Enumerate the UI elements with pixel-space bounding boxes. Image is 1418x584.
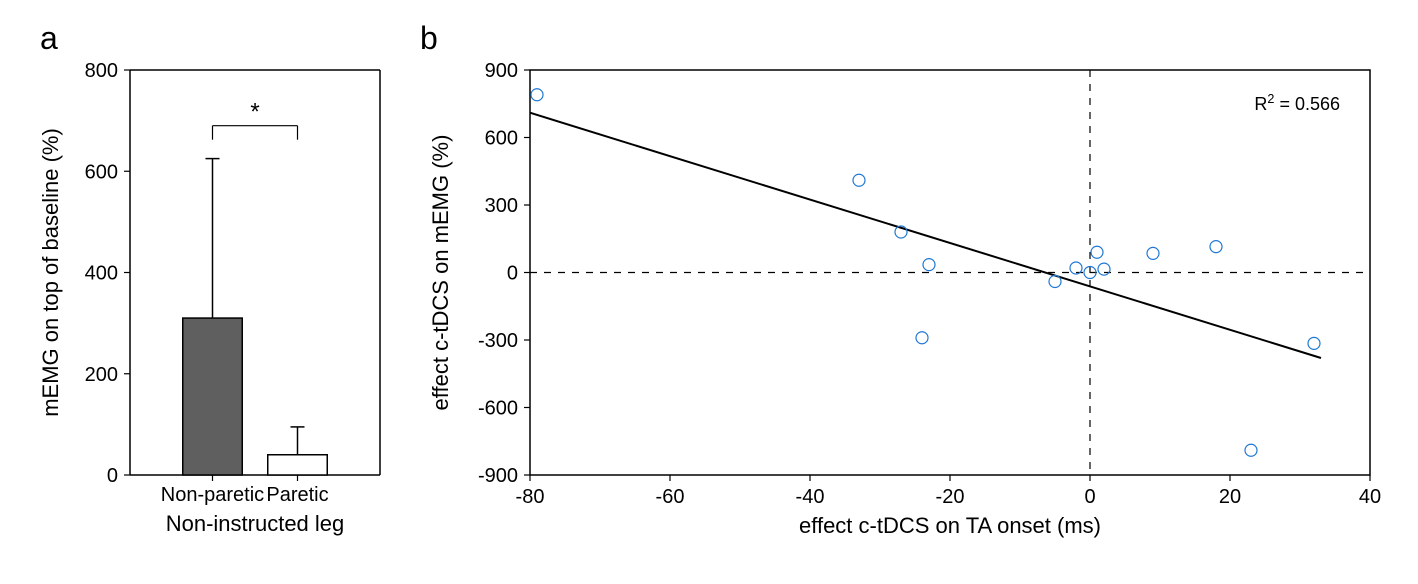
svg-text:-40: -40 xyxy=(796,486,825,508)
svg-text:Non-instructed leg: Non-instructed leg xyxy=(166,511,345,536)
svg-text:effect c-tDCS on mEMG (%): effect c-tDCS on mEMG (%) xyxy=(428,135,453,411)
svg-text:-20: -20 xyxy=(936,486,965,508)
svg-text:600: 600 xyxy=(85,161,118,183)
panel-b: b -900-600-3000300600900-80-60-40-200204… xyxy=(400,20,1398,564)
svg-text:600: 600 xyxy=(485,128,518,150)
svg-text:0: 0 xyxy=(1084,486,1095,508)
svg-text:mEMG on top of baseline (%): mEMG on top of baseline (%) xyxy=(38,128,63,417)
svg-text:Non-paretic: Non-paretic xyxy=(161,484,264,506)
svg-text:effect c-tDCS on TA onset (ms): effect c-tDCS on TA onset (ms) xyxy=(799,513,1101,538)
bar-chart: 0 200 400 600 800 mEMG on top of baseline (%)… xyxy=(20,20,400,564)
svg-text:-900: -900 xyxy=(478,465,518,487)
svg-text:300: 300 xyxy=(485,195,518,217)
svg-text:R2 = 0.566: R2 = 0.566 xyxy=(1254,92,1340,114)
svg-text:800: 800 xyxy=(85,60,118,82)
svg-text:400: 400 xyxy=(85,263,118,285)
svg-text:900: 900 xyxy=(485,60,518,82)
svg-text:-60: -60 xyxy=(656,486,685,508)
svg-text:Paretic: Paretic xyxy=(266,484,328,506)
svg-text:0: 0 xyxy=(107,465,118,487)
scatter-chart: -900 -600 -300 0 300 600 900 -80 -60 -40 -20 0 20 40 e… xyxy=(400,20,1398,564)
panel-a: a 0200400600800mEMG on top of baseline (… xyxy=(20,20,400,564)
svg-text:0: 0 xyxy=(507,263,518,285)
svg-text:-600: -600 xyxy=(478,398,518,420)
svg-text:-80: -80 xyxy=(516,486,545,508)
svg-text:-300: -300 xyxy=(478,330,518,352)
svg-text:20: 20 xyxy=(1219,486,1241,508)
svg-text:40: 40 xyxy=(1359,486,1381,508)
svg-text:200: 200 xyxy=(85,364,118,386)
svg-text:*: * xyxy=(250,99,259,126)
